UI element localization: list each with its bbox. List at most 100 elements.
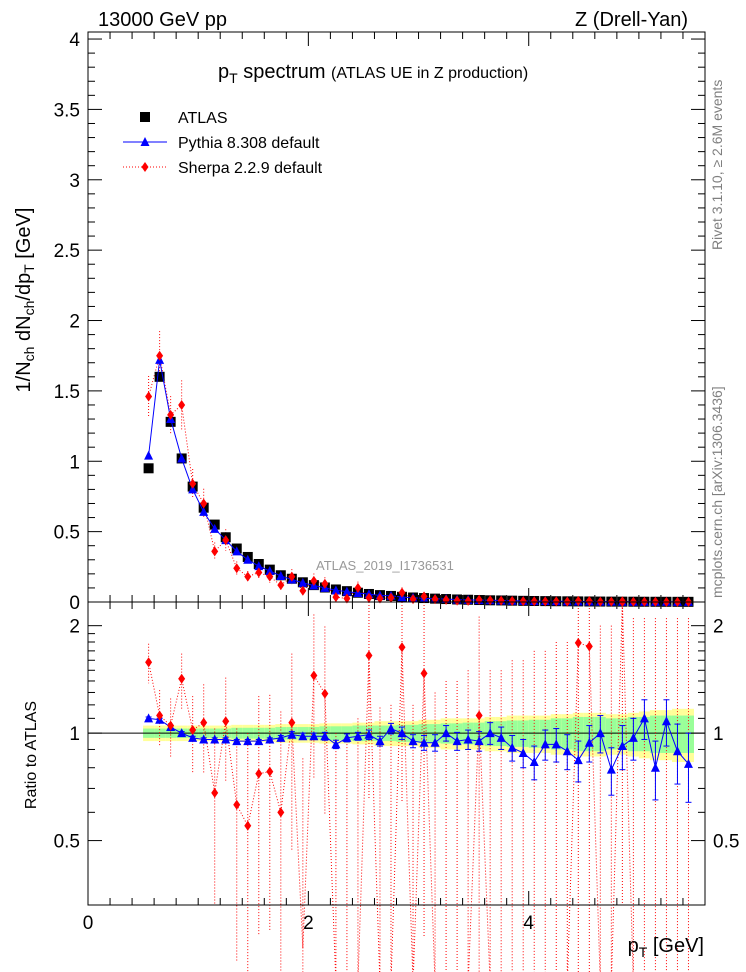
ratio-pythia-point [529, 757, 539, 767]
sherpa-point [288, 571, 296, 582]
sherpa-point [530, 596, 538, 607]
ratio-pythia-point [562, 746, 572, 756]
ratio-pythia-point [309, 731, 319, 741]
ratio-pythia-point [353, 731, 363, 741]
sherpa-point [464, 595, 472, 606]
ratio-ytick-label: 2 [69, 617, 80, 638]
ratio-pythia-point [573, 755, 583, 765]
ratio-pythia-point [683, 758, 693, 768]
main-ytick-label: 3 [69, 171, 80, 192]
ylabel-part1: 1/N [13, 361, 35, 392]
ratio-sherpa-point [475, 710, 483, 721]
ratio-pythia-point [287, 729, 297, 739]
ratio-pythia-point [254, 736, 264, 746]
main-ytick-label: 1.5 [54, 382, 80, 403]
ratio-pythia-point [397, 728, 407, 738]
ylabel-sub3: T [21, 264, 37, 273]
ratio-sherpa-line [148, 601, 634, 972]
legend-label-atlas: ATLAS [178, 110, 228, 127]
ratio-sherpa-point [189, 725, 197, 736]
main-ylabel: 1/Nch dNch/dpT [GeV] [13, 208, 37, 393]
ratio-pythia-point [419, 737, 429, 747]
ratio-pythia-point [199, 734, 209, 744]
ratio-pythia-point [386, 723, 396, 733]
ratio-sherpa-point [255, 768, 263, 779]
main-panel: 0 0.5 1 1.5 2 2.5 3 3.5 4 [54, 30, 706, 614]
ratio-pythia-point [210, 734, 220, 744]
sherpa-point [574, 595, 582, 606]
chart-title-sub: T [229, 70, 238, 86]
ratio-pythia-point [661, 716, 671, 726]
sherpa-point [277, 580, 285, 591]
pythia-point [144, 450, 154, 460]
ratio-panel: 0.5 0.5 1 1 2 2 0 2 4 [54, 597, 739, 972]
ratio-pythia-point [551, 739, 561, 749]
legend-label-pythia: Pythia 8.308 default [178, 135, 320, 152]
sherpa-point [552, 596, 560, 607]
sherpa-point [189, 478, 197, 489]
ratio-pythia-point [639, 713, 649, 723]
pythia-point [276, 570, 286, 580]
main-ytick-label: 2.5 [54, 241, 80, 262]
ratio-pythia-point [507, 742, 517, 752]
ratio-sherpa-point [222, 716, 230, 727]
legend-marker-atlas [140, 112, 150, 122]
ratio-pythia-point [606, 764, 616, 774]
sherpa-point [508, 595, 516, 606]
header-left: 13000 GeV pp [98, 9, 227, 31]
ratio-sherpa-point [585, 641, 593, 652]
sherpa-point [299, 585, 307, 596]
ratio-pythia-point [584, 737, 594, 747]
ratio-pythia-point [320, 731, 330, 741]
ylabel-part4: [GeV] [13, 208, 35, 265]
side-mcplots: mcplots.cern.ch [arXiv:1306.3436] [709, 386, 725, 598]
ratio-pythia-point [463, 734, 473, 744]
ylabel-sub2: ch [21, 301, 37, 316]
ratio-pythia-point [375, 736, 385, 746]
sherpa-point [167, 409, 175, 420]
pythia-point [243, 554, 253, 564]
ratio-pythia-point [144, 713, 154, 723]
ratio-pythia-point [221, 734, 231, 744]
sherpa-point [354, 582, 362, 593]
sherpa-point [585, 596, 593, 607]
ratio-sherpa-point [277, 807, 285, 818]
sherpa-point [255, 567, 263, 578]
main-ytick-label: 0.5 [54, 523, 80, 544]
ratio-pythia-point [496, 732, 506, 742]
analysis-label: ATLAS_2019_I1736531 [316, 558, 454, 573]
sherpa-point [387, 592, 395, 603]
sherpa-point [233, 563, 241, 574]
ratio-sherpa-point [167, 720, 175, 731]
ratio-pythia-point [540, 739, 550, 749]
ratio-pythia-point [364, 729, 374, 739]
main-ytick-label: 3.5 [54, 100, 80, 121]
ratio-pythia-point [331, 739, 341, 749]
ratio-xtick-label: 2 [303, 913, 314, 934]
sherpa-point [222, 535, 230, 546]
ratio-pythia-point [408, 736, 418, 746]
sherpa-point [156, 350, 164, 361]
ratio-sherpa-point [266, 766, 274, 777]
ratio-sherpa-point [321, 688, 329, 699]
ratio-ytick-label: 0.5 [54, 832, 80, 853]
ratio-sherpa-point [211, 787, 219, 798]
chart-title-main: p [218, 61, 229, 83]
ratio-sherpa-point [310, 670, 318, 681]
ratio-pythia-point [265, 734, 275, 744]
ylabel-part3: /dp [13, 273, 35, 301]
ratio-ytick-label-right: 0.5 [713, 832, 739, 853]
ratio-sherpa-point [574, 637, 582, 648]
legend-marker-pythia [140, 137, 150, 146]
ratio-sherpa-point [233, 799, 241, 810]
sherpa-point [519, 596, 527, 607]
ratio-sherpa-point [398, 642, 406, 653]
ratio-sherpa-point [178, 673, 186, 684]
sherpa-point [541, 596, 549, 607]
legend-label-sherpa: Sherpa 2.2.9 default [178, 160, 323, 177]
main-ytick-label: 2 [69, 312, 80, 333]
ratio-ytick-label: 1 [69, 724, 80, 745]
ratio-sherpa-point [288, 717, 296, 728]
pythia-point [210, 523, 220, 533]
sherpa-point [420, 591, 428, 602]
